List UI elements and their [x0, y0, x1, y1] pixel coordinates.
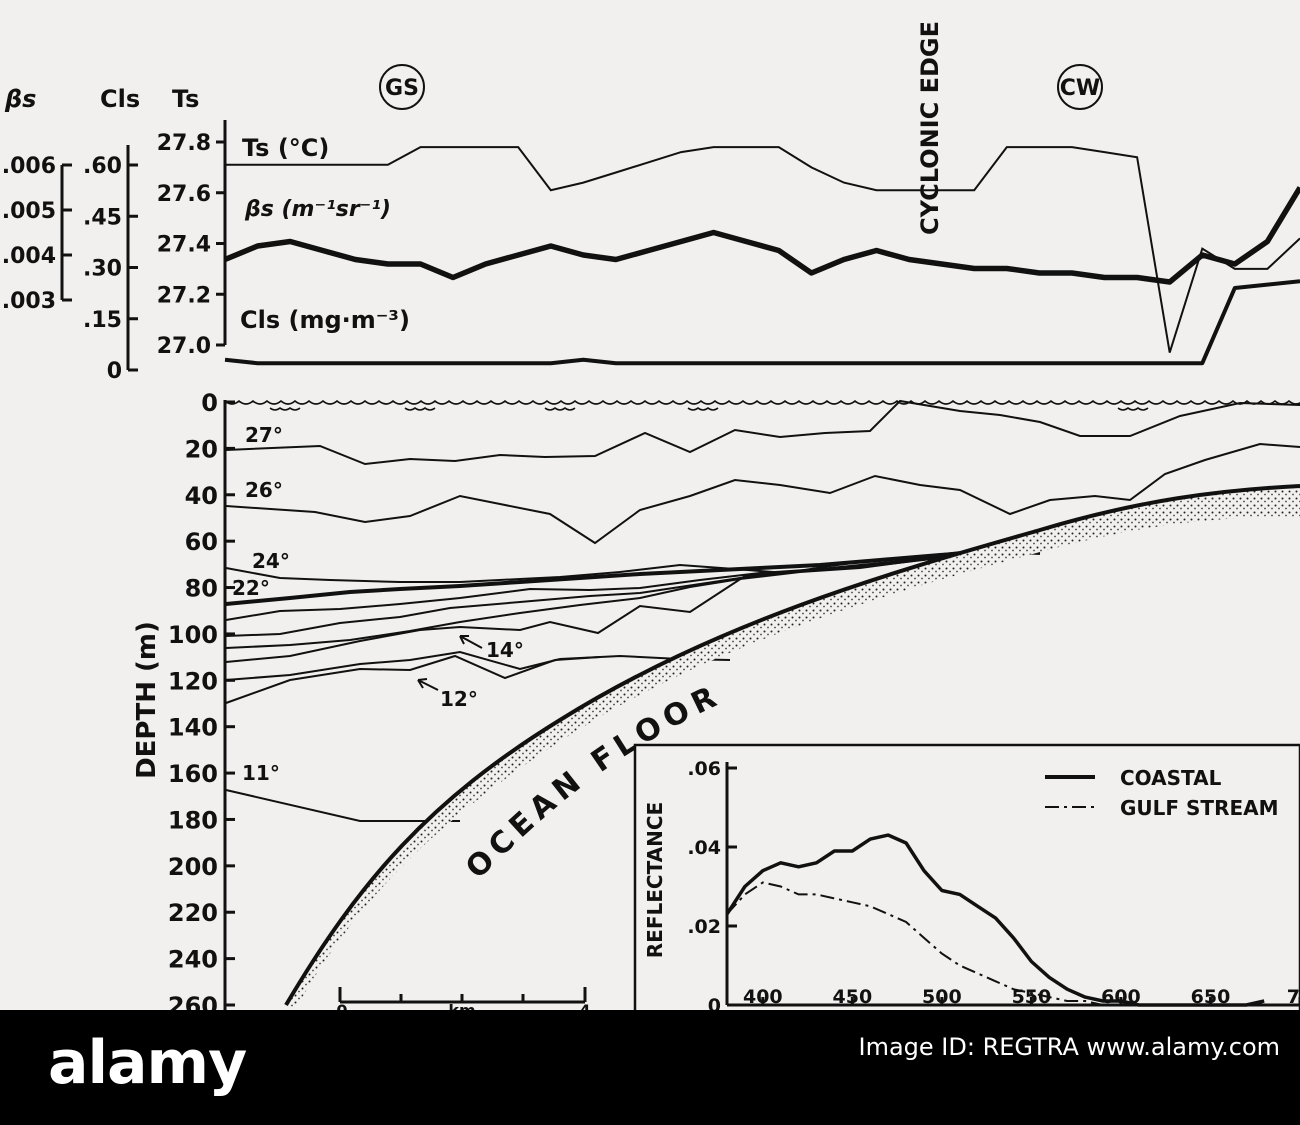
depth-tick-label: 80	[185, 575, 218, 603]
beta-tick-label: .006	[2, 154, 56, 179]
sea-surface-waves	[224, 399, 1300, 405]
inset-x-tick-label: 550	[1012, 986, 1052, 1008]
temp-tick-label: 27.4	[157, 233, 211, 258]
watermark-logo: alamy	[48, 1028, 247, 1098]
isotherm-label-11: 11°	[242, 761, 280, 785]
beta-series-label: βs (m⁻¹sr⁻¹)	[244, 197, 391, 222]
isotherm-label-27: 27°	[245, 423, 283, 447]
beta-line	[223, 186, 1300, 285]
scale-bar	[338, 987, 587, 1004]
chl-line	[224, 279, 1300, 366]
ts-line	[225, 146, 1300, 353]
legend-coastal: COASTAL	[1120, 766, 1222, 790]
isotherm-14	[225, 552, 1041, 663]
scale-start: 0	[336, 1001, 347, 1010]
chl-tick-label: .30	[83, 257, 122, 282]
isotherm-22	[225, 548, 1041, 606]
inset-y-label: REFLECTANCE	[643, 802, 667, 958]
isotherm-13	[225, 650, 731, 681]
legend-gulf-stream: GULF STREAM	[1120, 796, 1279, 820]
inset-x-tick-label: 450	[833, 986, 873, 1008]
depth-tick-label: 220	[168, 899, 218, 927]
temp-tick-label: 27.2	[157, 283, 211, 308]
temp-tick-label: 27.0	[157, 334, 211, 359]
depth-tick-label: 100	[168, 621, 218, 649]
temp-tick-label: 27.6	[157, 182, 211, 207]
isotherm-14-pointer	[459, 635, 483, 649]
depth-axis-label: DEPTH (m)	[132, 621, 162, 779]
wave-marks	[269, 407, 1149, 411]
temp-header: Ts	[172, 85, 199, 113]
inset-y-tick-label: 0	[708, 995, 721, 1010]
ts-series-label: Ts (°C)	[242, 134, 329, 162]
beta-header: βs	[4, 85, 36, 113]
depth-tick-label: 60	[185, 528, 218, 556]
isotherm-label-24: 24°	[252, 549, 290, 573]
isotherm-26	[225, 442, 1300, 545]
inset-y-tick-label: .06	[687, 758, 721, 780]
inset-x-tick-label: 650	[1191, 986, 1231, 1008]
beta-tick-label: .005	[2, 199, 56, 224]
depth-tick-label: 40	[185, 482, 218, 510]
beta-tick-label: .003	[2, 289, 56, 314]
scale-unit: km	[448, 1001, 475, 1010]
inset-x-tick-label: 600	[1101, 986, 1141, 1008]
depth-tick-label: 140	[168, 714, 218, 742]
inset-x-tick-label: 70	[1287, 986, 1300, 1008]
depth-tick-label: 180	[168, 806, 218, 834]
ocean-floor-line	[284, 484, 1300, 1007]
scale-end: 4	[579, 1001, 590, 1010]
isotherms	[225, 399, 1300, 822]
gs-label: GS	[385, 76, 419, 101]
inset-frame	[633, 743, 1300, 1010]
isotherm-11	[225, 789, 460, 822]
gs-circle	[379, 64, 425, 110]
chl-tick-label: 0	[107, 359, 122, 384]
inset-x-tick-label: 500	[922, 986, 962, 1008]
dynamic-marks: 27.8 27.6 27.4 27.2 27.0 .60 .45 .30 .15 0 .006 .00…	[2, 131, 1300, 1010]
cyclonic-edge-label: CYCLONIC EDGE	[916, 21, 944, 235]
beta-tick-label: .004	[2, 244, 56, 269]
inset-y-tick-label: .04	[687, 837, 721, 859]
depth-tick-label: 160	[168, 760, 218, 788]
depth-tick-label: 240	[168, 946, 218, 974]
inset-x-tick-label: 400	[743, 986, 783, 1008]
depth-tick-label: 200	[168, 853, 218, 881]
isotherm-label-26: 26°	[245, 478, 283, 502]
inset-y-tick-label: .02	[687, 916, 721, 938]
depth-tick-label: 120	[168, 667, 218, 695]
chl-series-label: Cls (mg·m⁻³)	[240, 306, 410, 334]
isotherm-label-22: 22°	[232, 576, 270, 600]
chl-tick-label: .45	[83, 205, 122, 230]
isotherm-12-pointer	[417, 678, 439, 691]
chl-tick-label: .15	[83, 308, 122, 333]
depth-tick-label: 260	[168, 992, 218, 1010]
temp-tick-label: 27.8	[157, 131, 211, 156]
figure-canvas: GS CW CYCLONIC EDGE βs Cls Ts Ts (°C) βs…	[0, 0, 1300, 1010]
chl-tick-label: .60	[83, 154, 122, 179]
depth-tick-label: 20	[185, 435, 218, 463]
cw-circle	[1057, 64, 1103, 110]
depth-tick-label: 0	[201, 389, 218, 417]
chart-svg: GS CW CYCLONIC EDGE βs Cls Ts Ts (°C) βs…	[2, 21, 1300, 1010]
watermark-code: Image ID: REGTRA www.alamy.com	[858, 1033, 1281, 1061]
cw-label: CW	[1060, 76, 1100, 101]
isotherm-27	[225, 399, 1300, 466]
chl-header: Cls	[100, 85, 140, 113]
isotherm-label-12: 12°	[440, 687, 478, 711]
gulf-stream-reflectance-line	[726, 881, 1265, 1006]
watermark-banner: alamy Image ID: REGTRA www.alamy.com	[0, 1010, 1300, 1125]
isotherm-label-14: 14°	[486, 638, 524, 662]
isotherm-12	[225, 654, 601, 704]
